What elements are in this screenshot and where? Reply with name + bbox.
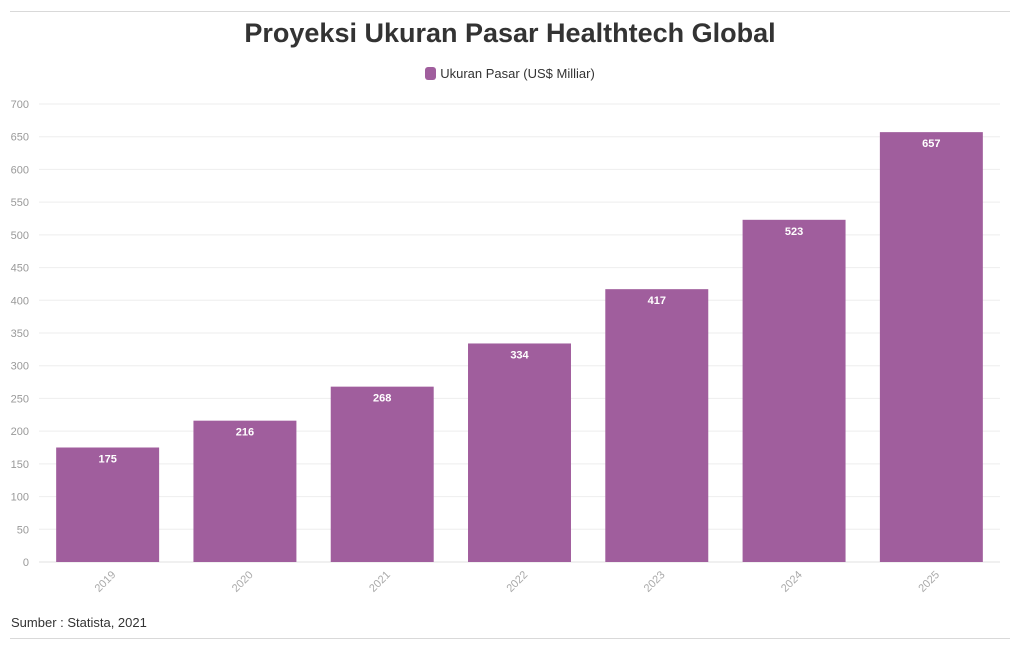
y-tick-label: 450 [11, 263, 29, 275]
bar-value-label: 334 [510, 349, 529, 361]
bar-2024[interactable] [742, 219, 846, 562]
y-tick-label: 200 [11, 426, 29, 438]
bar-value-label: 417 [648, 295, 666, 307]
bar-value-label: 657 [922, 138, 940, 150]
y-tick-label: 250 [11, 393, 29, 405]
x-tick-label: 2019 [93, 569, 119, 595]
bar-value-label: 216 [236, 427, 254, 439]
y-tick-label: 550 [11, 197, 29, 209]
chart-title: Proyeksi Ukuran Pasar Healthtech Global [244, 18, 776, 48]
x-tick-label: 2024 [779, 569, 805, 595]
y-tick-label: 350 [11, 328, 29, 340]
y-tick-label: 400 [11, 295, 29, 307]
x-tick-label: 2021 [367, 569, 393, 595]
x-tick-label: 2020 [230, 569, 256, 595]
bar-2020[interactable] [193, 420, 297, 562]
bars: 175 216 268 334 417 523 657 [56, 132, 983, 563]
y-tick-label: 150 [11, 459, 29, 471]
y-tick-label: 0 [23, 557, 29, 569]
bar-2021[interactable] [330, 386, 434, 562]
bar-2025[interactable] [879, 132, 983, 563]
bar-2023[interactable] [605, 289, 709, 562]
x-tick-label: 2023 [642, 569, 668, 595]
bottom-divider [10, 638, 1010, 639]
y-tick-label: 50 [17, 524, 29, 536]
source-note: Sumber : Statista, 2021 [11, 615, 147, 630]
bar-2019[interactable] [56, 447, 160, 563]
y-tick-label: 500 [11, 230, 29, 242]
y-tick-label: 700 [11, 99, 29, 111]
y-tick-label: 650 [11, 132, 29, 144]
legend-swatch [425, 67, 437, 80]
x-tick-label: 2022 [504, 569, 530, 595]
legend-label: Ukuran Pasar (US$ Milliar) [440, 66, 595, 81]
y-tick-label: 100 [11, 492, 29, 504]
top-divider [10, 11, 1010, 12]
legend: Ukuran Pasar (US$ Milliar) [0, 66, 1020, 81]
y-tick-label: 300 [11, 361, 29, 373]
bar-value-label: 523 [785, 226, 803, 238]
bar-value-label: 268 [373, 393, 391, 405]
x-tick-label: 2025 [916, 569, 942, 595]
x-axis: 2019 2020 2021 2022 2023 2024 2025 [93, 569, 943, 595]
bar-value-label: 175 [98, 454, 116, 466]
bar-2022[interactable] [468, 343, 571, 562]
y-axis: 0 50 100 150 200 250 300 350 400 450 500 550 600 650 7… [11, 99, 29, 569]
y-tick-label: 600 [11, 164, 29, 176]
